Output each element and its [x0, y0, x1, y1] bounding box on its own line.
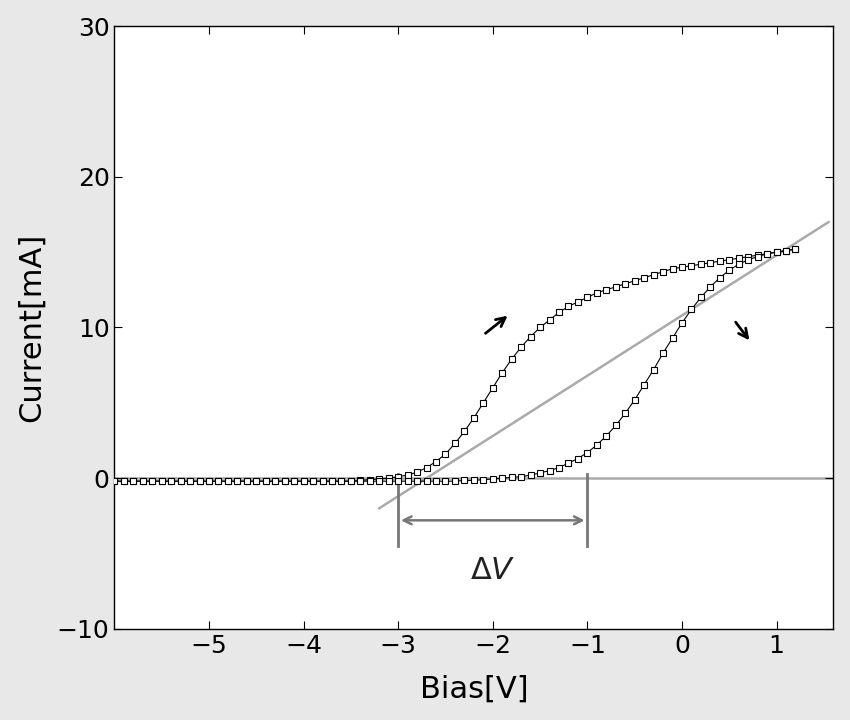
Text: $\Delta V$: $\Delta V$ [470, 557, 516, 585]
Y-axis label: Current[mA]: Current[mA] [17, 233, 46, 422]
X-axis label: Bias[V]: Bias[V] [420, 675, 528, 703]
